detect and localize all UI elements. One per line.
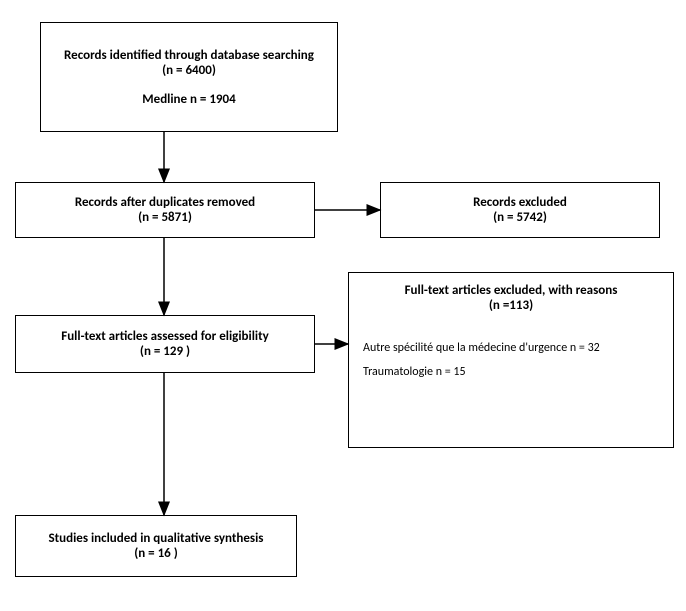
flow-edges: [0, 0, 686, 611]
